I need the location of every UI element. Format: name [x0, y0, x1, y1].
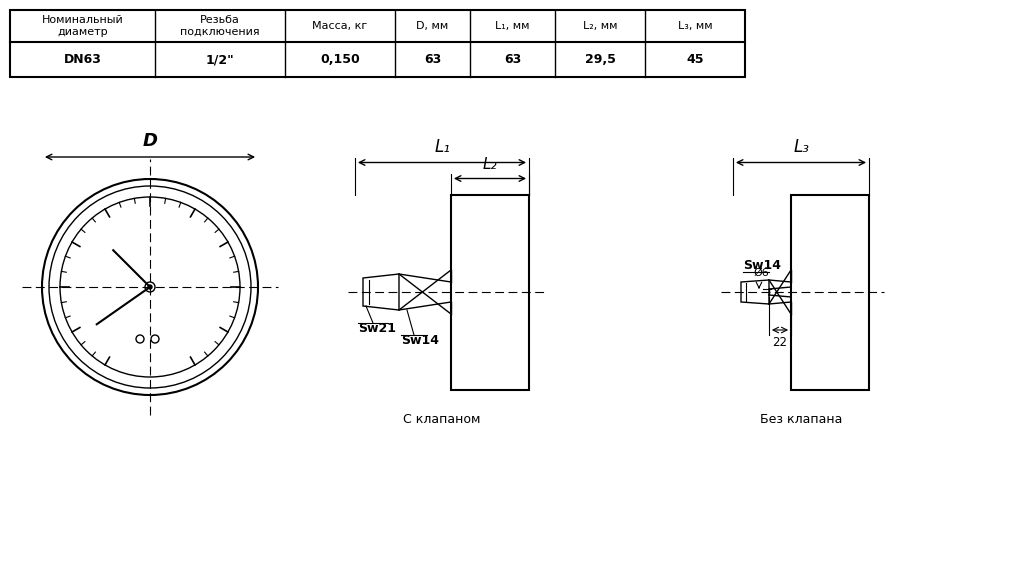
- Text: 1/2": 1/2": [205, 53, 235, 66]
- Text: Номинальный
диаметр: Номинальный диаметр: [41, 15, 123, 37]
- Text: DN63: DN63: [64, 53, 101, 66]
- Text: L₃: L₃: [793, 137, 808, 156]
- Text: Масса, кг: Масса, кг: [312, 21, 367, 31]
- Circle shape: [148, 285, 152, 289]
- Text: L₂, мм: L₂, мм: [582, 21, 617, 31]
- Text: Sw21: Sw21: [358, 322, 395, 335]
- Text: L₂: L₂: [482, 157, 496, 171]
- Text: 29,5: 29,5: [584, 53, 615, 66]
- Bar: [451, 194, 529, 390]
- Text: 45: 45: [685, 53, 703, 66]
- Text: D, мм: D, мм: [416, 21, 448, 31]
- Text: L₁: L₁: [434, 137, 450, 156]
- Text: 63: 63: [503, 53, 521, 66]
- Text: D: D: [143, 132, 158, 150]
- Text: 22: 22: [771, 336, 787, 349]
- Text: Резьба
подключения: Резьба подключения: [180, 15, 260, 37]
- Text: 63: 63: [424, 53, 441, 66]
- Text: 0,150: 0,150: [319, 53, 360, 66]
- Text: L₁, мм: L₁, мм: [494, 21, 529, 31]
- Text: L₃, мм: L₃, мм: [677, 21, 712, 31]
- Text: Без клапана: Без клапана: [759, 413, 841, 426]
- Bar: [791, 194, 868, 390]
- Text: Sw14: Sw14: [742, 259, 780, 272]
- Text: С клапаном: С клапаном: [402, 413, 480, 426]
- Text: Ø6: Ø6: [752, 268, 768, 278]
- Text: Sw14: Sw14: [400, 334, 439, 347]
